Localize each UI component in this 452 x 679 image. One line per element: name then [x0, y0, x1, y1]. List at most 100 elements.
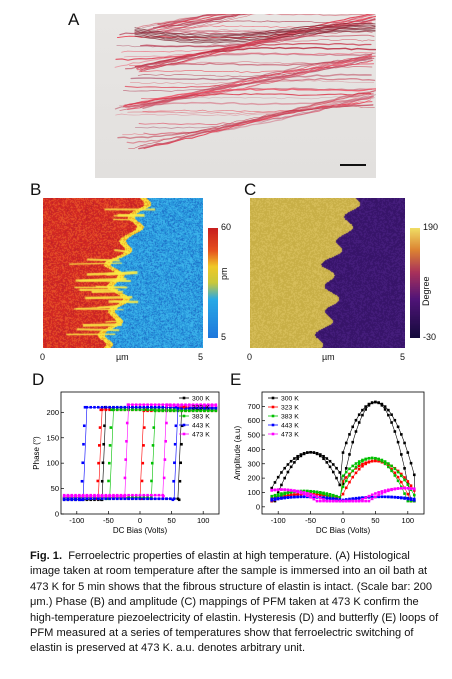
data-point: [161, 405, 165, 409]
data-point: [315, 452, 319, 456]
y-tick-label: 400: [247, 445, 260, 454]
data-point: [134, 493, 138, 497]
data-point: [164, 440, 167, 443]
data-point: [344, 499, 348, 503]
data-point: [331, 463, 335, 466]
data-point: [180, 424, 184, 428]
data-point: [134, 497, 138, 501]
data-point: [344, 479, 348, 483]
data-point: [127, 497, 130, 501]
data-point: [165, 497, 168, 501]
data-point: [178, 479, 182, 483]
data-point: [390, 469, 393, 473]
data-point: [328, 497, 332, 501]
legend-label: 383 K: [192, 414, 210, 421]
data-point: [390, 495, 393, 499]
data-point: [335, 466, 338, 470]
phase-map: [43, 198, 203, 348]
data-point: [199, 409, 202, 413]
data-point: [134, 408, 138, 412]
data-point: [374, 456, 377, 460]
data-point: [387, 413, 390, 417]
data-point: [280, 493, 283, 497]
data-point: [119, 405, 123, 409]
data-point: [400, 472, 403, 476]
y-axis-label: Phase (°): [32, 436, 41, 470]
data-point: [403, 492, 406, 495]
data-point: [271, 414, 275, 418]
data-point: [400, 480, 403, 484]
data-point: [131, 405, 134, 409]
data-point: [312, 495, 316, 499]
data-point: [364, 457, 367, 461]
data-point: [89, 493, 93, 497]
data-point: [289, 496, 293, 499]
data-point: [403, 441, 406, 445]
data-point: [107, 461, 111, 465]
data-point: [322, 457, 325, 461]
data-point: [138, 405, 142, 409]
data-point: [273, 493, 277, 497]
data-point: [66, 493, 70, 497]
data-point: [169, 409, 172, 413]
data-point: [357, 499, 361, 503]
data-point: [176, 404, 180, 408]
data-point: [152, 426, 156, 429]
data-point: [348, 472, 351, 476]
data-point: [157, 409, 161, 413]
data-point: [374, 495, 377, 499]
data-point: [348, 499, 351, 503]
data-point: [403, 476, 406, 479]
data-point: [79, 498, 83, 502]
series-line: [63, 407, 216, 501]
data-point: [364, 408, 367, 411]
data-point: [383, 462, 387, 466]
data-point: [153, 408, 156, 412]
phase-colorbar: [208, 228, 218, 338]
data-point: [406, 480, 410, 483]
data-point: [306, 494, 309, 497]
data-point: [203, 406, 206, 410]
data-point: [107, 479, 110, 483]
data-point: [319, 493, 322, 497]
caption-title: Ferroelectric properties of elastin at h…: [68, 550, 333, 562]
x-axis-label: DC Bias (Volts): [113, 526, 168, 535]
data-point: [142, 405, 146, 409]
data-point: [331, 499, 335, 503]
data-point: [124, 458, 128, 461]
panel-label-e: E: [230, 370, 242, 389]
panel-label-b: B: [30, 180, 42, 199]
data-point: [138, 408, 142, 412]
data-point: [354, 462, 358, 465]
data-point: [296, 490, 299, 494]
data-point: [325, 492, 329, 495]
data-point: [396, 440, 400, 444]
data-point: [412, 499, 416, 502]
data-point: [280, 471, 283, 474]
x-tick-label: -100: [69, 516, 84, 525]
data-point: [93, 493, 96, 497]
data-point: [348, 467, 351, 471]
data-point: [276, 497, 280, 501]
x-tick-label: -50: [103, 516, 114, 525]
data-point: [169, 405, 172, 409]
legend-label: 383 K: [281, 414, 299, 421]
data-point: [80, 479, 84, 483]
data-point: [351, 425, 355, 429]
data-point: [357, 413, 361, 416]
data-point: [322, 492, 325, 496]
data-point: [96, 497, 100, 501]
data-point: [165, 421, 168, 425]
data-point: [338, 483, 342, 487]
data-point: [163, 458, 167, 461]
data-point: [85, 497, 89, 501]
data-point: [146, 403, 149, 407]
data-point: [115, 405, 119, 409]
data-point: [214, 409, 218, 413]
y-tick-label: 0: [55, 510, 59, 519]
data-point: [112, 493, 115, 497]
data-point: [396, 496, 400, 499]
caption-fig-label: Fig. 1.: [30, 550, 63, 562]
data-point: [146, 405, 149, 409]
data-point: [335, 497, 338, 501]
